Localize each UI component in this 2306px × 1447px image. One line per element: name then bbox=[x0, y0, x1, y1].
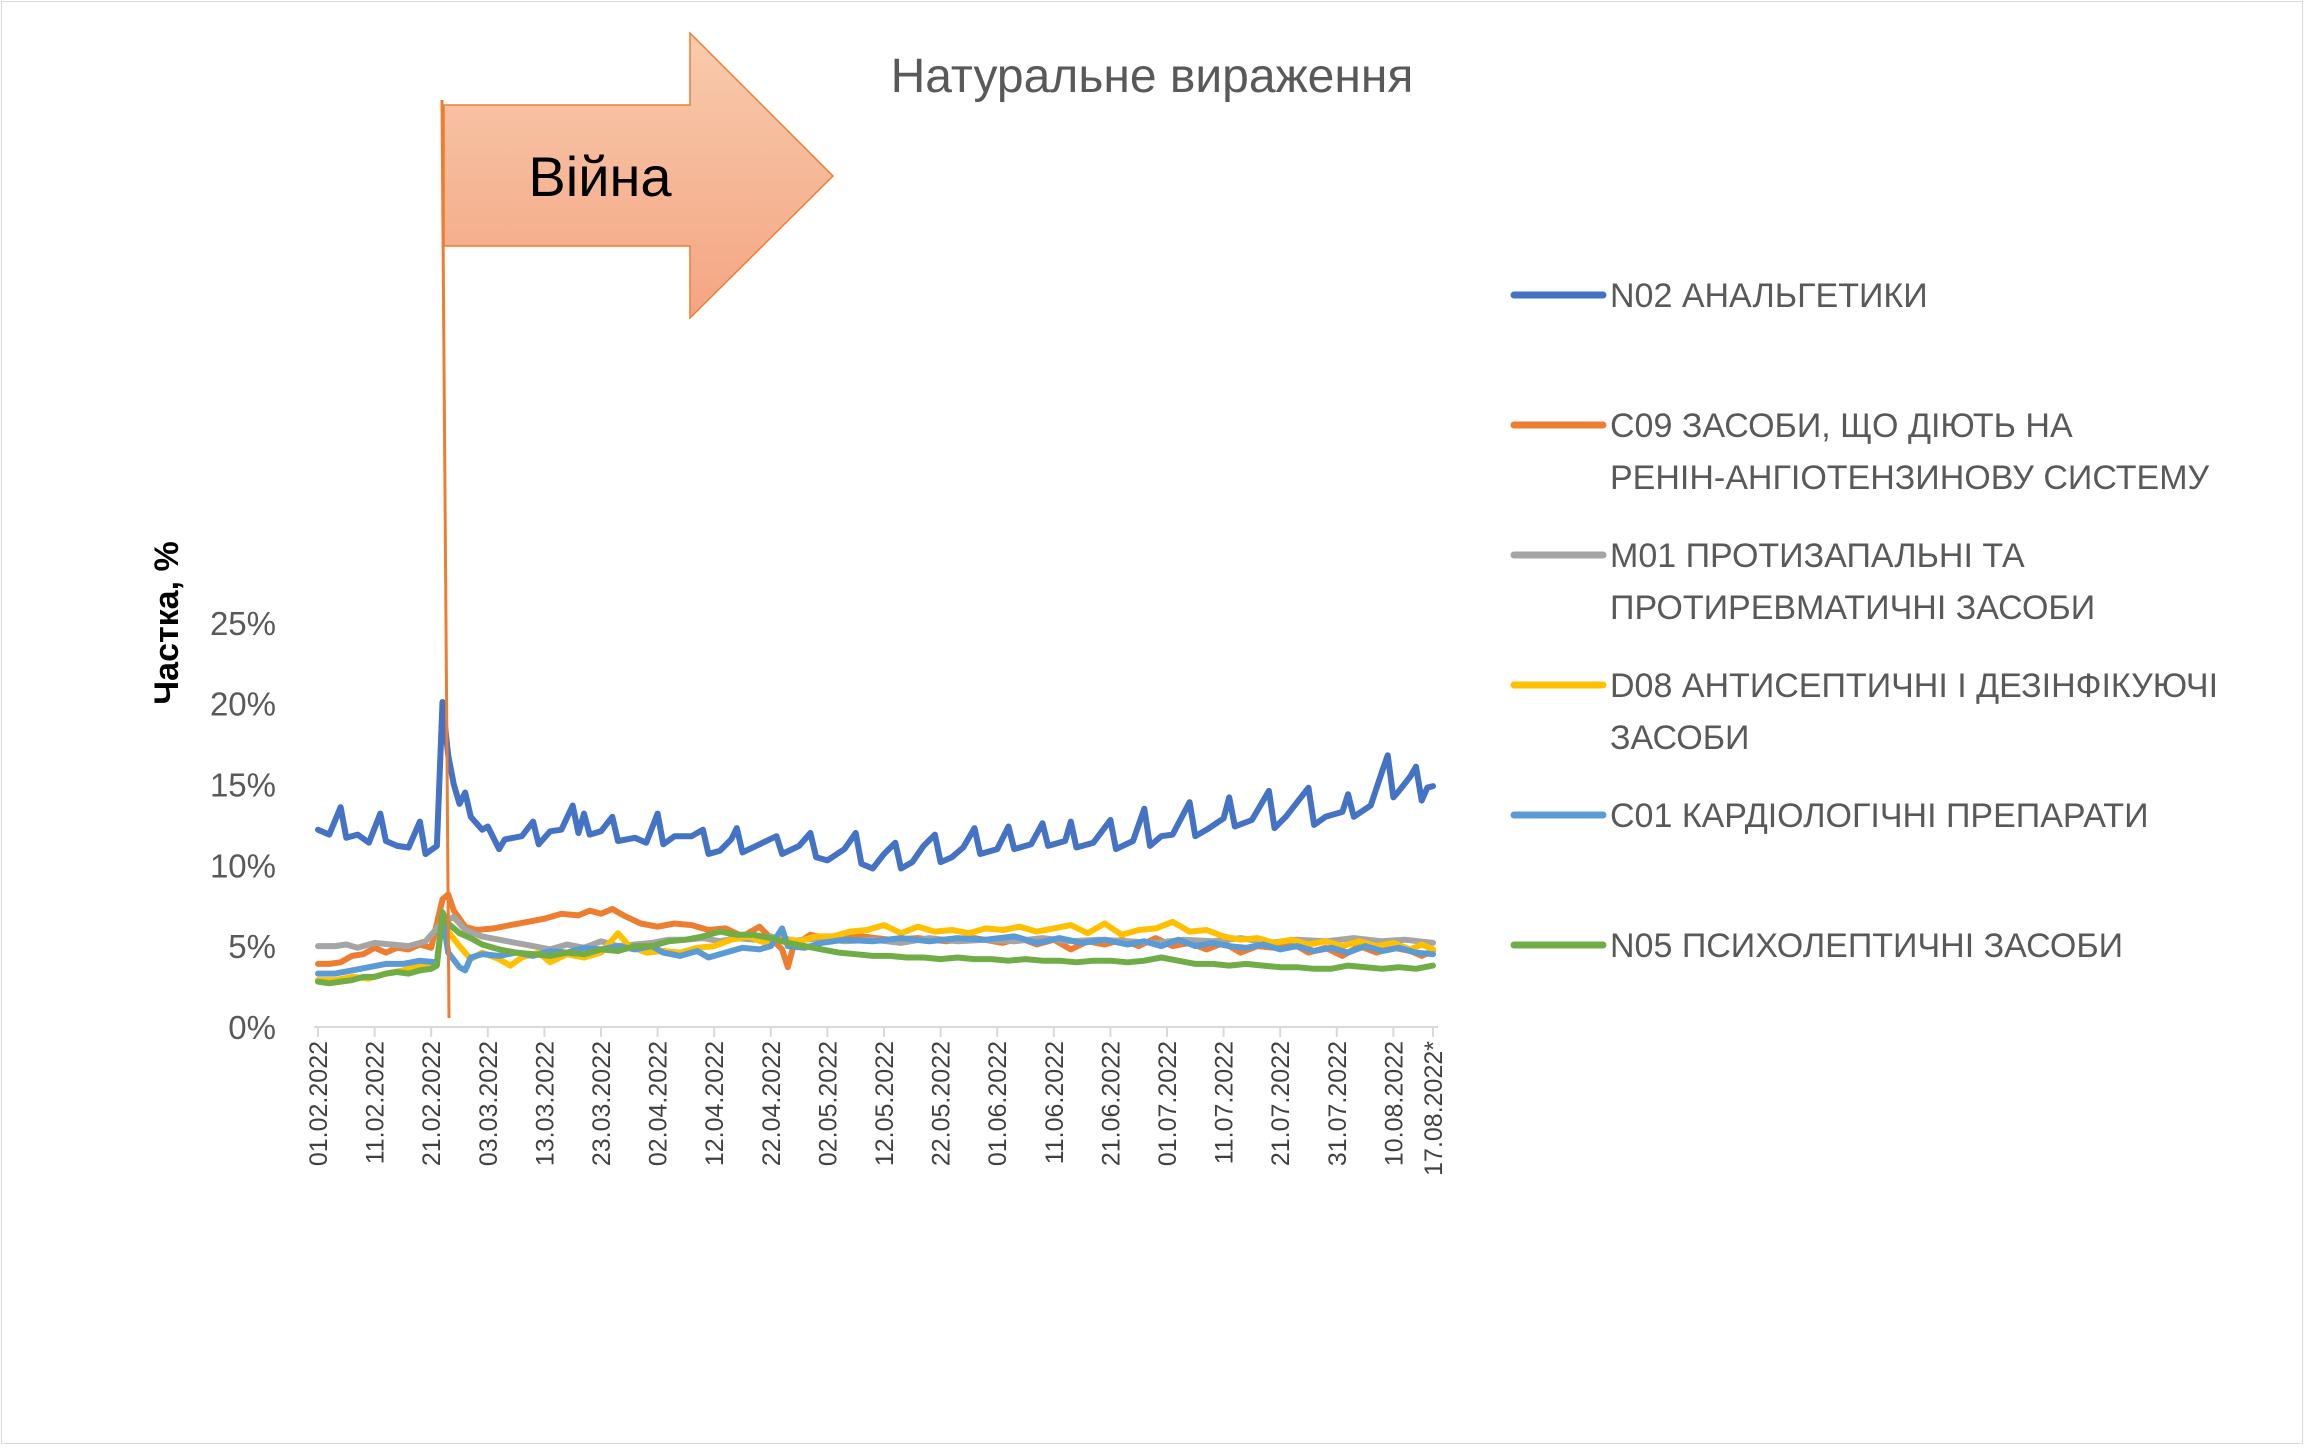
legend-label-m01: M01 ПРОТИЗАПАЛЬНІ ТА ПРОТИРЕВМАТИЧНІ ЗАСО… bbox=[1610, 537, 2095, 627]
y-tick-label: 0% bbox=[228, 1009, 276, 1046]
x-tick-label: 11.07.2022 bbox=[1211, 1041, 1239, 1164]
x-tick-label: 01.07.2022 bbox=[1154, 1041, 1182, 1166]
x-tick-label: 22.04.2022 bbox=[758, 1041, 786, 1166]
series-line-n02 bbox=[315, 699, 1436, 872]
chart-title: Натуральне вираження bbox=[891, 50, 1414, 103]
x-tick-label: 21.02.2022 bbox=[418, 1041, 446, 1166]
y-tick-label: 25% bbox=[210, 605, 276, 642]
x-tick-label: 10.08.2022 bbox=[1380, 1041, 1408, 1166]
x-tick-label: 12.05.2022 bbox=[871, 1041, 899, 1166]
war-arrow-label: Війна bbox=[528, 145, 672, 208]
x-tick-label: 03.03.2022 bbox=[475, 1041, 503, 1166]
x-tick-label: 12.04.2022 bbox=[701, 1041, 729, 1166]
x-tick-label: 11.06.2022 bbox=[1041, 1041, 1069, 1164]
x-tick-label: 13.03.2022 bbox=[531, 1041, 559, 1166]
y-tick-label: 10% bbox=[210, 847, 276, 884]
y-axis-label: Частка, % bbox=[148, 541, 186, 704]
y-axis-ticks: 0% 5% 10% 15% 20% 25% bbox=[210, 605, 276, 1046]
x-axis-tick-marks bbox=[317, 1027, 1434, 1037]
legend-label-c09: C09 ЗАСОБИ, ЩО ДІЮТЬ НА РЕНІН-АНГІОТЕНЗИН… bbox=[1610, 407, 2210, 497]
legend: N02 АНАЛЬГЕТИКИ C09 ЗАСОБИ, ЩО ДІЮТЬ НА РЕ… bbox=[1510, 277, 2218, 965]
x-tick-label: 01.06.2022 bbox=[984, 1041, 1012, 1166]
x-tick-label: 02.05.2022 bbox=[814, 1041, 842, 1166]
x-tick-label: 31.07.2022 bbox=[1324, 1041, 1352, 1166]
war-arrow-shape bbox=[443, 31, 835, 320]
legend-label-c01: C01 КАРДІОЛОГІЧНІ ПРЕПАРАТИ bbox=[1610, 797, 2149, 835]
legend-label-n02: N02 АНАЛЬГЕТИКИ bbox=[1610, 277, 1928, 315]
x-tick-label: 01.02.2022 bbox=[305, 1041, 333, 1166]
legend-label-n05: N05 ПСИХОЛЕПТИЧНІ ЗАСОБИ bbox=[1610, 927, 2123, 965]
x-tick-label: 23.03.2022 bbox=[588, 1041, 616, 1166]
y-tick-label: 15% bbox=[210, 766, 276, 803]
x-tick-label: 17.08.2022* bbox=[1420, 1041, 1448, 1176]
series-lines bbox=[315, 699, 1436, 987]
x-tick-label: 02.04.2022 bbox=[645, 1041, 673, 1166]
legend-label-d08: D08 АНТИСЕПТИЧНІ І ДЕЗІНФІКУЮЧІ ЗАСОБИ bbox=[1610, 667, 2218, 757]
x-tick-label: 11.02.2022 bbox=[362, 1041, 390, 1164]
war-arrow: Війна bbox=[443, 31, 835, 320]
x-tick-label: 21.06.2022 bbox=[1097, 1041, 1125, 1166]
series-line-c01 bbox=[315, 912, 1436, 977]
x-tick-label: 22.05.2022 bbox=[928, 1041, 956, 1166]
war-marker-line bbox=[440, 99, 451, 1019]
y-tick-label: 5% bbox=[228, 928, 276, 965]
x-axis-ticks: 01.02.2022 11.02.2022 21.02.2022 03.03.2022… bbox=[305, 1041, 1448, 1176]
x-tick-label: 21.07.2022 bbox=[1267, 1041, 1295, 1166]
y-tick-label: 20% bbox=[210, 686, 276, 723]
series-line-n05 bbox=[315, 909, 1436, 987]
